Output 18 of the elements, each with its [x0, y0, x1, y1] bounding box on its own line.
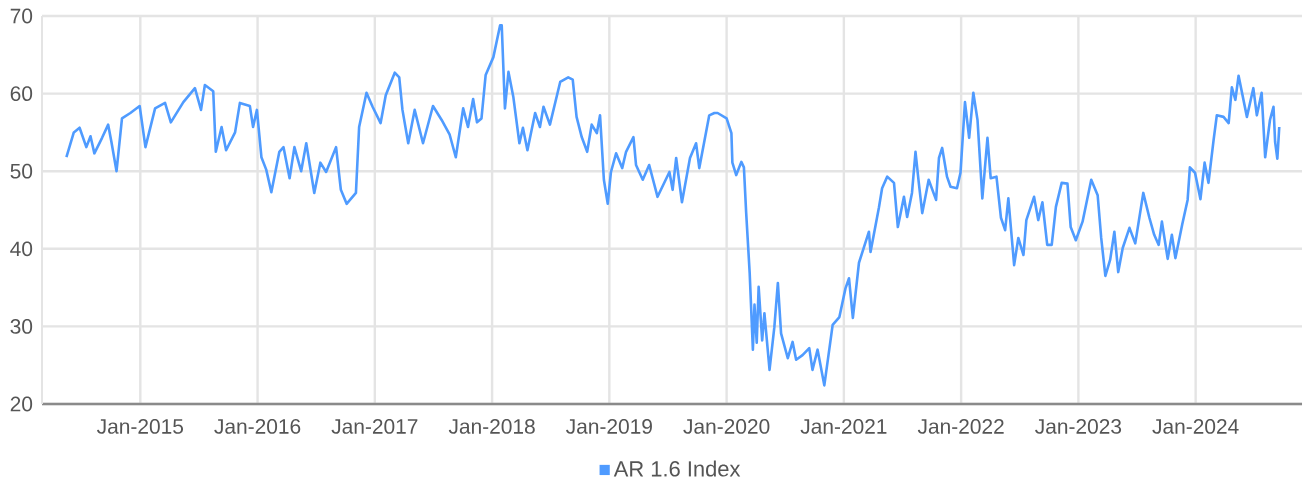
line-series	[65, 24, 1281, 387]
x-tick-label: Jan-2019	[566, 419, 652, 434]
y-tick-label: 70	[10, 8, 33, 24]
x-tick-label: Jan-2016	[214, 419, 301, 434]
x-tick-label: Jan-2024	[1152, 419, 1239, 434]
y-tick-label: 60	[10, 86, 33, 102]
x-tick-label: Jan-2015	[97, 419, 184, 434]
legend-label: AR 1.6 Index	[613, 460, 741, 477]
x-tick-label: Jan-2018	[448, 419, 535, 434]
y-tick-label: 20	[10, 396, 33, 412]
x-tick-label: Jan-2017	[331, 419, 418, 434]
y-tick-label: 50	[10, 163, 33, 179]
x-tick-label: Jan-2021	[800, 419, 887, 434]
y-tick-label: 40	[10, 241, 33, 257]
x-tick-label: Jan-2023	[1035, 419, 1122, 434]
x-tick-label: Jan-2022	[917, 419, 1004, 434]
y-tick-label: 30	[10, 319, 33, 334]
x-tick-label: Jan-2020	[683, 419, 770, 434]
